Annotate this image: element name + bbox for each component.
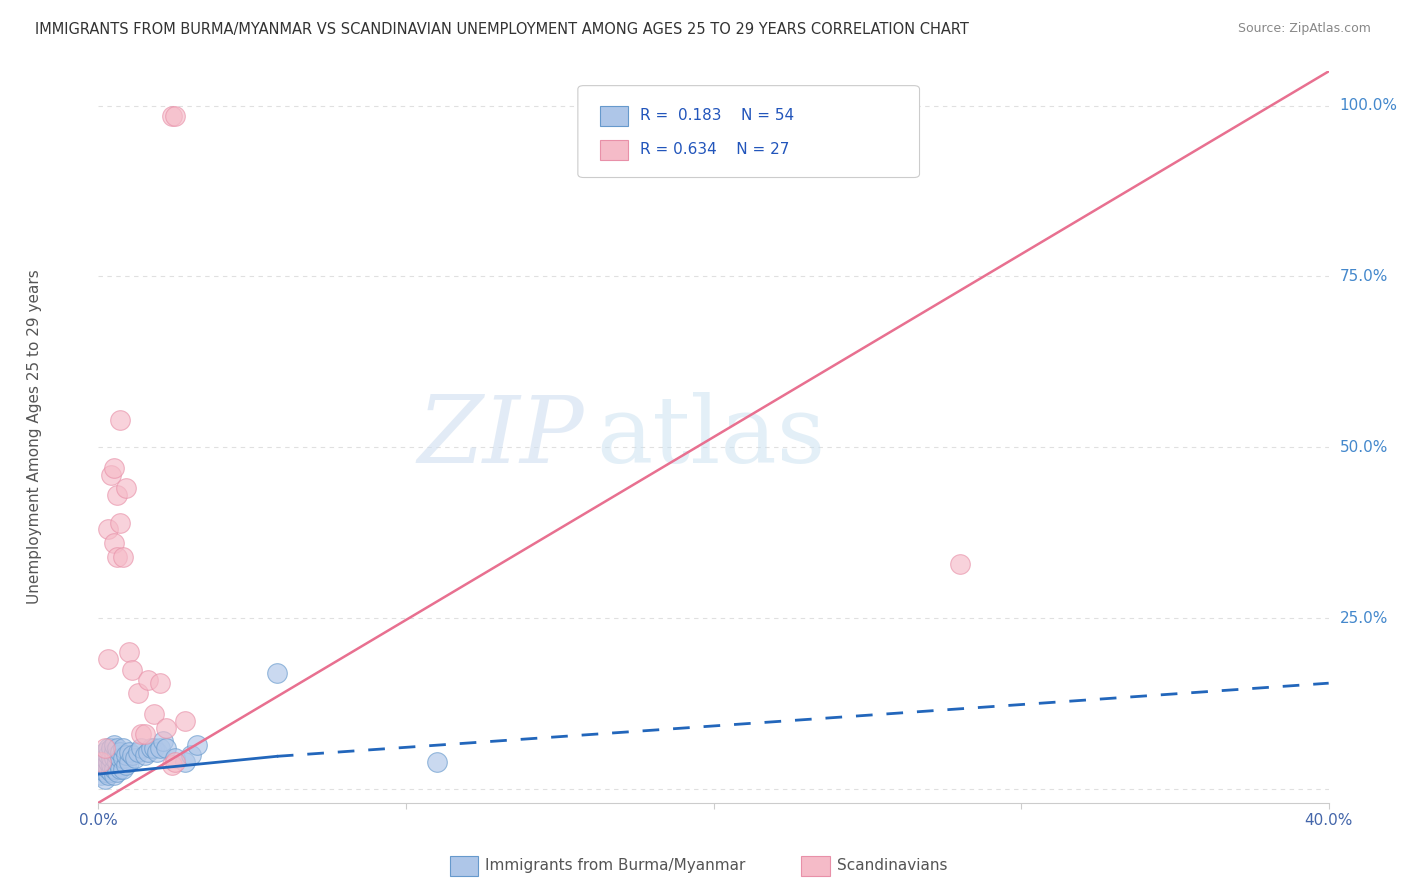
Text: Source: ZipAtlas.com: Source: ZipAtlas.com (1237, 22, 1371, 36)
Point (173, 755, 195, 769)
Point (105, 549, 128, 564)
Point (155, 741, 177, 756)
Point (112, 751, 135, 765)
Point (97, 522, 120, 536)
Point (93, 751, 115, 765)
Point (97, 652, 120, 666)
Point (105, 741, 128, 756)
Point (97, 747, 120, 762)
Point (162, 109, 183, 123)
Point (90, 755, 112, 769)
Point (100, 765, 122, 780)
Point (134, 747, 156, 762)
Point (118, 745, 141, 759)
Point (165, 109, 187, 123)
Point (100, 741, 122, 756)
Point (103, 460, 125, 475)
Point (121, 747, 143, 762)
Point (149, 741, 172, 756)
Text: R =  0.183    N = 54: R = 0.183 N = 54 (640, 109, 794, 123)
Point (142, 741, 165, 756)
Point (112, 741, 135, 756)
Point (100, 751, 122, 765)
Point (657, 109, 679, 123)
Point (90, 762, 112, 776)
Text: IMMIGRANTS FROM BURMA/MYANMAR VS SCANDINAVIAN UNEMPLOYMENT AMONG AGES 25 TO 29 Y: IMMIGRANTS FROM BURMA/MYANMAR VS SCANDIN… (35, 22, 969, 37)
Text: 50.0%: 50.0% (1340, 440, 1388, 455)
Point (127, 686, 149, 700)
Point (93, 745, 115, 759)
Point (142, 706, 165, 721)
Point (97, 762, 120, 776)
Point (115, 747, 138, 762)
Point (180, 747, 202, 762)
Point (108, 762, 131, 776)
Point (136, 673, 159, 687)
Point (146, 745, 169, 759)
Point (108, 413, 131, 427)
Point (266, 665, 288, 680)
Point (949, 557, 972, 571)
Point (103, 745, 125, 759)
Point (90, 768, 112, 782)
Point (118, 645, 141, 659)
Point (103, 768, 125, 782)
Point (426, 755, 449, 769)
Text: Scandinavians: Scandinavians (837, 858, 948, 872)
Point (131, 741, 153, 756)
Point (115, 758, 138, 772)
Point (105, 747, 128, 762)
Point (100, 467, 122, 482)
Point (108, 516, 131, 530)
Point (93, 772, 115, 786)
Point (97, 768, 120, 782)
Point (134, 727, 156, 741)
Point (149, 676, 172, 690)
Point (97, 741, 120, 756)
Text: Immigrants from Burma/Myanmar: Immigrants from Burma/Myanmar (485, 858, 745, 872)
Point (93, 758, 115, 772)
Point (103, 751, 125, 765)
Point (152, 734, 174, 748)
Point (112, 549, 135, 564)
Point (103, 762, 125, 776)
Point (103, 738, 125, 752)
Point (103, 536, 125, 550)
Point (105, 755, 128, 769)
Point (90, 755, 112, 769)
Point (155, 721, 177, 735)
Point (165, 751, 187, 765)
Point (100, 758, 122, 772)
Point (108, 751, 131, 765)
Point (108, 745, 131, 759)
Point (115, 481, 138, 495)
Point (186, 738, 208, 752)
Text: R = 0.634    N = 27: R = 0.634 N = 27 (640, 143, 789, 157)
Point (131, 727, 153, 741)
Point (93, 765, 115, 780)
Point (118, 755, 141, 769)
Text: 75.0%: 75.0% (1340, 268, 1388, 284)
Text: 25.0%: 25.0% (1340, 611, 1388, 625)
Point (121, 663, 143, 677)
Point (127, 745, 149, 759)
Point (173, 714, 195, 728)
Point (124, 751, 146, 765)
Text: atlas: atlas (596, 392, 825, 482)
Point (162, 758, 183, 772)
Point (136, 745, 159, 759)
Point (105, 765, 128, 780)
Text: Unemployment Among Ages 25 to 29 years: Unemployment Among Ages 25 to 29 years (27, 269, 42, 605)
Text: 100.0%: 100.0% (1340, 98, 1398, 113)
Point (105, 488, 128, 502)
Point (165, 755, 187, 769)
Text: ZIP: ZIP (418, 392, 585, 482)
Point (112, 762, 135, 776)
Point (97, 755, 120, 769)
Point (139, 741, 162, 756)
Point (93, 741, 115, 756)
